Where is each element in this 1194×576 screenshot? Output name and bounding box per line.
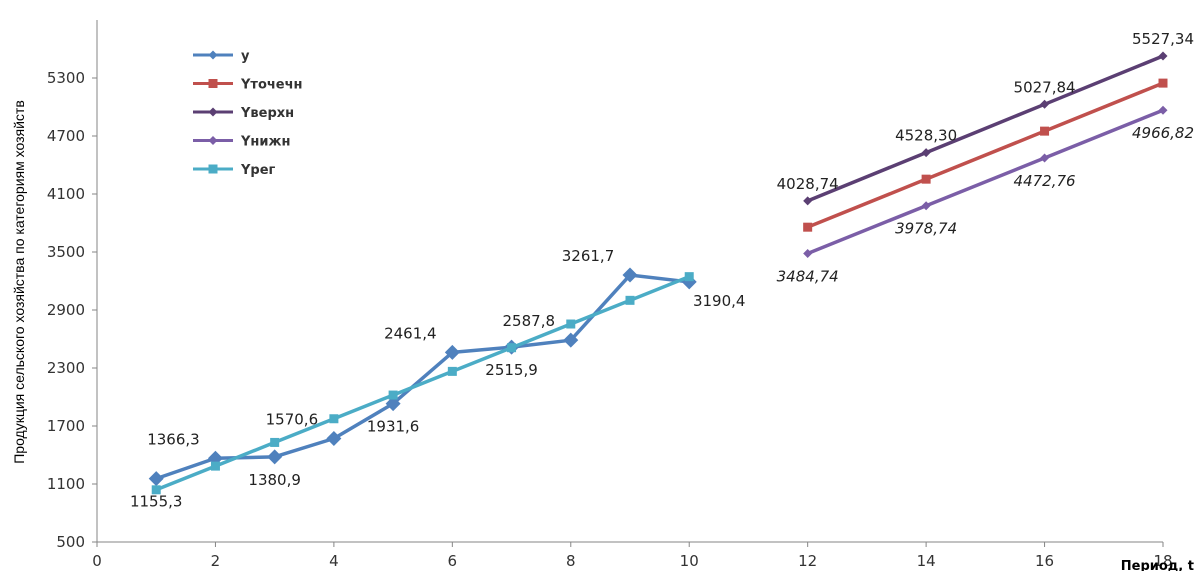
series-2	[803, 78, 1168, 232]
legend-label: Yнижн	[240, 135, 290, 150]
legend-entry: Yрег	[193, 163, 276, 178]
legend-label: Yрег	[240, 163, 276, 178]
legend-entry: Yточечн	[193, 78, 303, 93]
series-line	[155, 273, 690, 481]
legend-label: y	[241, 49, 250, 64]
data-point	[326, 431, 342, 447]
x-tick-label: 8	[566, 552, 576, 570]
x-tick-label: 4	[329, 552, 339, 570]
series-line	[155, 275, 690, 492]
data-label: 1366,3	[147, 430, 200, 448]
data-label: 3261,7	[562, 247, 615, 265]
data-point	[329, 414, 339, 424]
data-point	[1040, 126, 1050, 136]
x-tick-label: 0	[92, 552, 102, 570]
legend: y Yточечн Yверхн Yнижн Yрег	[193, 49, 303, 178]
y-tick-label: 500	[56, 533, 85, 551]
data-point	[566, 319, 576, 329]
y-axis-label: Продукция сельского хозяйства по категор…	[11, 100, 27, 464]
data-point	[444, 344, 460, 360]
x-axis-label: Период, t	[1121, 559, 1194, 571]
x-tick-label: 6	[448, 552, 458, 570]
legend-swatch-marker	[208, 164, 218, 174]
legend-entry: Yнижн	[193, 135, 290, 150]
series-layer	[148, 51, 1168, 495]
series-line	[807, 81, 1164, 229]
legend-swatch-marker	[208, 136, 218, 145]
data-point	[210, 461, 220, 471]
data-point	[148, 471, 164, 487]
data-point	[563, 332, 579, 348]
data-point	[684, 272, 694, 282]
legend-entry: y	[193, 49, 250, 64]
data-label: 3978,74	[895, 220, 957, 238]
y-tick-label: 1700	[47, 417, 85, 435]
data-label: 2587,8	[503, 312, 556, 330]
data-point	[921, 174, 931, 184]
data-label: 1931,6	[367, 418, 420, 436]
data-point	[507, 343, 517, 353]
y-tick-label: 5300	[47, 69, 85, 87]
data-point	[622, 267, 638, 283]
y-tick-label: 2300	[47, 359, 85, 377]
x-tick-label: 18	[1153, 552, 1172, 570]
axes: 500 1100 1700 2300 2900 3500 4100 4700 5300 0 2 4 6 8…	[47, 20, 1173, 570]
data-label: 3484,74	[777, 267, 839, 285]
data-point	[151, 485, 161, 495]
y-tick-label: 4700	[47, 127, 85, 145]
data-label: 3190,4	[693, 292, 746, 310]
data-label: 2515,9	[485, 361, 538, 379]
data-label: 2461,4	[384, 324, 437, 342]
series-line	[807, 54, 1164, 203]
data-labels: 1155,3 1366,3 1380,9 1570,6 1931,6 2461,4 2515…	[130, 30, 1194, 511]
data-label: 1155,3	[130, 493, 183, 511]
data-point	[447, 366, 457, 376]
data-point	[267, 449, 283, 465]
data-point	[803, 248, 813, 258]
data-point	[1158, 78, 1168, 88]
y-tick-label: 1100	[47, 475, 85, 493]
data-point	[1040, 99, 1050, 109]
series-line	[807, 108, 1164, 256]
data-label: 5027,84	[1014, 78, 1076, 96]
x-tick-label: 2	[211, 552, 221, 570]
legend-entry: Yверхн	[193, 106, 294, 121]
data-point	[921, 148, 931, 158]
data-label: 4472,76	[1014, 172, 1076, 190]
series-1	[148, 267, 697, 487]
data-point	[803, 196, 813, 206]
data-label: 4528,30	[895, 127, 957, 145]
data-label: 1380,9	[248, 471, 301, 489]
legend-swatch-marker	[208, 50, 218, 60]
data-point	[385, 396, 401, 412]
x-tick-label: 12	[798, 552, 817, 570]
data-label: 4966,82	[1132, 124, 1194, 142]
data-point	[625, 295, 635, 305]
data-point	[1158, 51, 1168, 61]
series-4	[803, 105, 1168, 258]
legend-swatch-marker	[208, 107, 218, 117]
data-point	[921, 201, 931, 211]
x-tick-label: 10	[680, 552, 699, 570]
data-label: 5527,34	[1132, 30, 1194, 48]
x-tick-label: 14	[917, 552, 936, 570]
data-point	[1158, 105, 1168, 115]
legend-label: Yверхн	[240, 106, 294, 121]
y-tick-label: 3500	[47, 243, 85, 261]
y-tick-label: 2900	[47, 301, 85, 319]
series-3	[803, 51, 1168, 206]
data-point	[388, 390, 398, 400]
data-point	[270, 437, 280, 447]
data-point	[1040, 153, 1050, 163]
data-label: 1570,6	[266, 411, 319, 429]
legend-label: Yточечн	[240, 78, 303, 93]
series-5	[151, 272, 694, 495]
data-label: 4028,74	[777, 175, 839, 193]
y-tick-label: 4100	[47, 185, 85, 203]
x-tick-label: 16	[1035, 552, 1054, 570]
data-point	[803, 222, 813, 232]
legend-swatch-marker	[208, 79, 218, 88]
